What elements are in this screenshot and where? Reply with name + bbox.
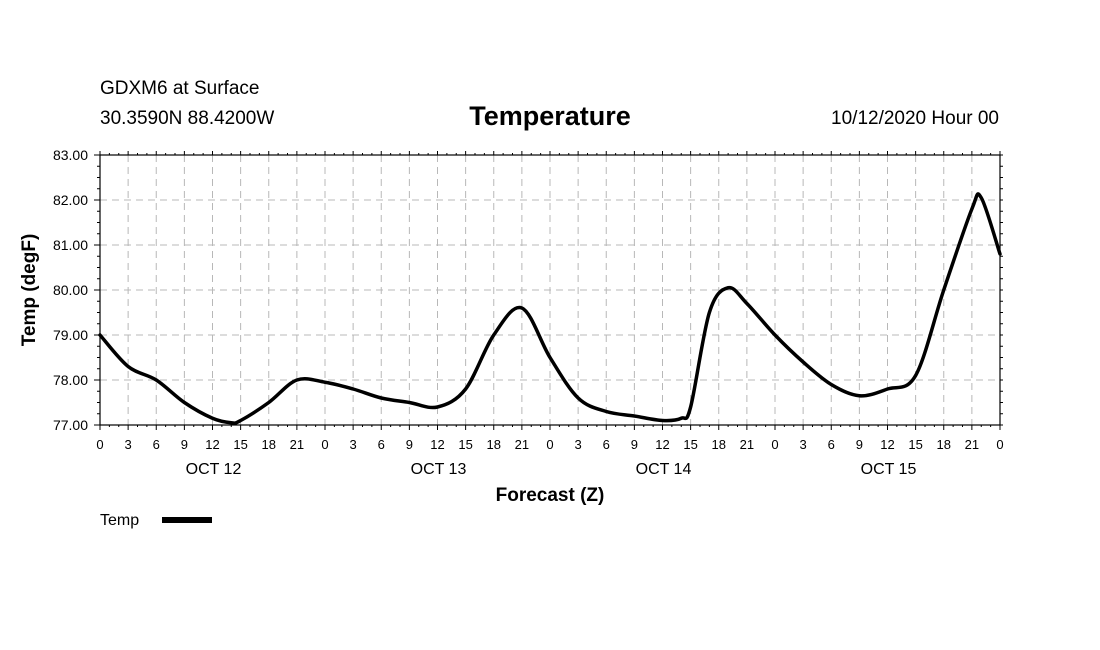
x-tick-label: 6 — [378, 437, 385, 452]
x-tick-label: 21 — [290, 437, 304, 452]
x-tick-label: 18 — [262, 437, 276, 452]
day-label: OCT 15 — [861, 461, 917, 478]
x-tick-label: 9 — [856, 437, 863, 452]
x-tick-label: 3 — [125, 437, 132, 452]
x-tick-label: 3 — [350, 437, 357, 452]
x-tick-label: 12 — [655, 437, 669, 452]
y-tick-label: 83.00 — [53, 147, 88, 163]
x-axis-label: Forecast (Z) — [496, 485, 605, 506]
x-tick-label: 9 — [631, 437, 638, 452]
x-tick-label: 3 — [575, 437, 582, 452]
y-tick-label: 79.00 — [53, 327, 88, 343]
x-tick-label: 15 — [233, 437, 247, 452]
x-tick-label: 21 — [965, 437, 979, 452]
x-tick-label: 18 — [937, 437, 951, 452]
y-tick-label: 82.00 — [53, 192, 88, 208]
x-tick-label: 9 — [181, 437, 188, 452]
x-tick-label: 0 — [771, 437, 778, 452]
day-labels: OCT 12 OCT 13 OCT 14 OCT 15 — [186, 461, 917, 478]
x-tick-label: 12 — [430, 437, 444, 452]
legend-label: Temp — [100, 512, 139, 529]
x-tick-labels: 0 3 6 9 12 15 18 21 0 3 6 9 12 15 18 21 0 3 6 9 12 15 18 21 0 3 6 9… — [96, 437, 1003, 452]
x-tick-label: 15 — [458, 437, 472, 452]
location-label: 30.3590N 88.4200W — [100, 108, 274, 129]
temp-series-line — [98, 192, 1002, 425]
x-tick-label: 21 — [740, 437, 754, 452]
x-tick-label: 0 — [96, 437, 103, 452]
valid-time-label: 10/12/2020 Hour 00 — [831, 108, 999, 129]
x-tick-label: 21 — [515, 437, 529, 452]
day-label: OCT 13 — [411, 461, 467, 478]
x-tick-label: 18 — [487, 437, 501, 452]
x-tick-label: 6 — [153, 437, 160, 452]
station-label: GDXM6 at Surface — [100, 78, 259, 99]
day-label: OCT 12 — [186, 461, 242, 478]
x-tick-label: 15 — [683, 437, 697, 452]
y-tick-label: 77.00 — [53, 417, 88, 433]
x-tick-label: 3 — [800, 437, 807, 452]
grid-lines — [100, 155, 1000, 425]
day-label: OCT 14 — [636, 461, 692, 478]
y-axis-label: Temp (degF) — [19, 234, 40, 347]
x-tick-label: 18 — [712, 437, 726, 452]
x-tick-label: 15 — [908, 437, 922, 452]
x-tick-label: 6 — [603, 437, 610, 452]
x-tick-label: 9 — [406, 437, 413, 452]
plot-frame — [99, 154, 1001, 426]
chart-title: Temperature — [469, 101, 631, 131]
x-tick-label: 6 — [828, 437, 835, 452]
y-tick-label: 80.00 — [53, 282, 88, 298]
y-tick-label: 78.00 — [53, 372, 88, 388]
y-tick-label: 81.00 — [53, 237, 88, 253]
x-tick-label: 0 — [996, 437, 1003, 452]
y-tick-labels: 77.00 78.00 79.00 80.00 81.00 82.00 83.00 — [53, 147, 88, 433]
x-tick-label: 12 — [880, 437, 894, 452]
x-tick-label: 0 — [321, 437, 328, 452]
x-tick-label: 0 — [546, 437, 553, 452]
x-tick-label: 12 — [205, 437, 219, 452]
series-layer — [98, 192, 1002, 425]
